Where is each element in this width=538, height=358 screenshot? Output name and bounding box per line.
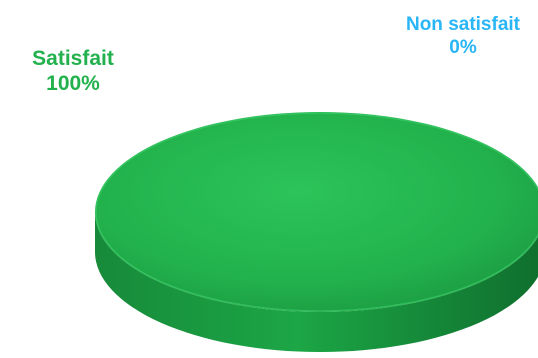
slice-label-satisfait-name: Satisfait: [32, 47, 114, 70]
slice-label-non-satisfait-name: Non satisfait: [405, 14, 521, 35]
pie-slice-rim-satisfait: [95, 112, 538, 312]
slice-label-satisfait-value: 100%: [46, 72, 100, 96]
slice-label-non-satisfait: Non satisfait 0%: [388, 14, 538, 60]
slice-label-non-satisfait-value: 0%: [449, 36, 477, 58]
pie-slice-satisfait: [95, 112, 538, 312]
pie-slice-side-satisfait: [95, 212, 538, 352]
slice-label-satisfait: Satisfait 100%: [8, 46, 138, 96]
